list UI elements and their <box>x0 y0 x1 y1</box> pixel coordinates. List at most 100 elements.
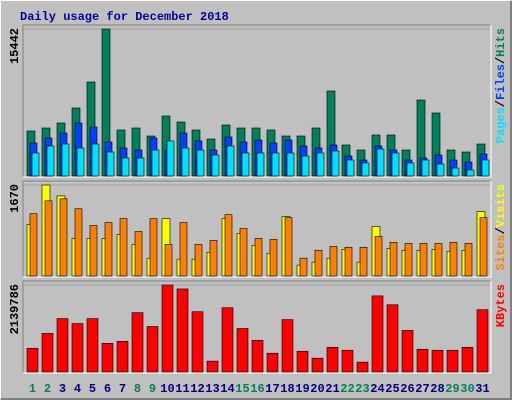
x-tick-label: 18 <box>280 382 294 396</box>
legend-separator: / <box>494 100 508 107</box>
bar <box>449 242 458 277</box>
bar <box>481 159 490 177</box>
y-tick-label: 15442 <box>8 28 22 64</box>
bar <box>296 350 309 373</box>
bar <box>251 340 264 373</box>
x-tick-label: 7 <box>119 382 126 396</box>
x-tick-label: 5 <box>89 382 96 396</box>
bar <box>194 244 203 277</box>
bar <box>446 349 459 373</box>
bar <box>479 217 488 277</box>
x-tick-label: 4 <box>74 382 81 396</box>
bar <box>434 243 443 277</box>
x-tick-label: 27 <box>415 382 429 396</box>
bar <box>179 222 188 277</box>
x-tick-label: 31 <box>475 382 489 396</box>
y-tick-label: 2139786 <box>8 284 22 334</box>
bar <box>281 319 294 373</box>
x-tick-label: 9 <box>149 382 156 396</box>
legend: Pages/Files/Hits <box>494 28 508 143</box>
x-tick-label: 11 <box>175 382 189 396</box>
bar <box>284 217 293 277</box>
bar <box>421 159 430 177</box>
bar <box>451 167 460 177</box>
bar <box>131 312 144 373</box>
panel-light <box>23 181 492 278</box>
bar <box>44 200 53 277</box>
bar <box>101 343 114 373</box>
bar <box>209 240 218 277</box>
bar <box>266 352 279 373</box>
bar <box>211 154 220 177</box>
legend-separator: / <box>494 227 508 234</box>
bar <box>149 218 158 277</box>
bar <box>41 333 54 373</box>
panel-light <box>23 25 492 178</box>
x-tick-label: 8 <box>134 382 141 396</box>
bar <box>386 304 399 373</box>
bar <box>436 163 445 177</box>
bar <box>76 147 85 177</box>
x-tick-label: 20 <box>310 382 324 396</box>
bar <box>361 162 370 177</box>
bar <box>46 145 55 177</box>
x-tick-label: 2 <box>44 382 51 396</box>
bar <box>476 309 489 373</box>
bar <box>26 347 39 373</box>
bar <box>86 318 99 373</box>
bar <box>389 242 398 277</box>
bar <box>221 307 234 373</box>
x-tick-label: 12 <box>190 382 204 396</box>
legend-entry: KBytes <box>494 284 508 327</box>
bar <box>239 228 248 277</box>
bar <box>74 208 83 277</box>
bar <box>391 152 400 177</box>
bar <box>236 328 249 373</box>
bar <box>464 243 473 277</box>
x-tick-label: 29 <box>445 382 459 396</box>
legend-entry: Sites <box>494 234 508 270</box>
bar <box>164 244 173 277</box>
bar <box>224 214 233 277</box>
y-tick-label: 1670 <box>8 184 22 213</box>
bar <box>416 348 429 373</box>
panel-shadow <box>22 180 491 277</box>
x-tick-label: 23 <box>355 382 369 396</box>
bar <box>316 152 325 177</box>
bar <box>254 238 263 277</box>
x-tick-label: 3 <box>59 382 66 396</box>
bar <box>269 239 278 277</box>
bar <box>59 198 68 277</box>
bar <box>406 162 415 177</box>
x-tick-label: 25 <box>385 382 399 396</box>
bar <box>461 346 474 373</box>
x-tick-label: 30 <box>460 382 474 396</box>
panel-shadow <box>22 280 491 373</box>
bar <box>151 149 160 177</box>
bar <box>56 318 69 373</box>
bar <box>329 246 338 277</box>
bar <box>104 222 113 277</box>
x-tick-label: 14 <box>220 382 234 396</box>
bar <box>166 140 175 177</box>
bar <box>341 349 354 373</box>
bar <box>356 361 369 373</box>
bar <box>359 246 368 277</box>
bar <box>299 257 308 277</box>
legend-entry: Files <box>494 64 508 100</box>
x-tick-label: 26 <box>400 382 414 396</box>
x-tick-label: 15 <box>235 382 249 396</box>
bar <box>196 149 205 177</box>
bar <box>146 326 159 373</box>
bar <box>91 143 100 177</box>
bar <box>121 157 130 177</box>
bar <box>401 330 414 373</box>
bar <box>256 152 265 177</box>
panel-light <box>23 281 492 374</box>
bar <box>326 346 339 373</box>
bar <box>226 145 235 177</box>
x-tick-label: 21 <box>325 382 339 396</box>
legend-entry: Visits <box>494 184 508 227</box>
